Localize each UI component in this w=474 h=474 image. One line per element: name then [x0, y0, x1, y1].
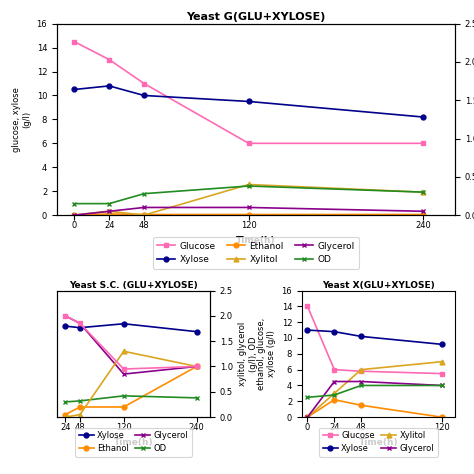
X-axis label: Time(h): Time(h) — [236, 236, 276, 245]
Y-axis label: xylitol, glycerol
(g/l), OD: xylitol, glycerol (g/l), OD — [238, 322, 258, 386]
Title: Yeast G(GLU+XYLOSE): Yeast G(GLU+XYLOSE) — [186, 11, 326, 21]
X-axis label: Time(h): Time(h) — [114, 438, 153, 447]
Legend: Xylose, Ethanol, Glycerol, OD: Xylose, Ethanol, Glycerol, OD — [75, 428, 191, 456]
Legend: Glucose, Xylose, Ethanol, Xylitol, Glycerol, OD: Glucose, Xylose, Ethanol, Xylitol, Glyce… — [153, 237, 359, 269]
Y-axis label: ethanol, glucose,
xylose (g/l): ethanol, glucose, xylose (g/l) — [256, 318, 276, 390]
X-axis label: Time(h): Time(h) — [359, 438, 398, 447]
Legend: Glucose, Xylose, Xylitol, Glycerol: Glucose, Xylose, Xylitol, Glycerol — [319, 428, 438, 456]
Title: Yeast X(GLU+XYLOSE): Yeast X(GLU+XYLOSE) — [322, 281, 435, 290]
Y-axis label: glucose, xylose
(g/l): glucose, xylose (g/l) — [11, 87, 31, 152]
Title: Yeast S.C. (GLU+XYLOSE): Yeast S.C. (GLU+XYLOSE) — [69, 281, 198, 290]
